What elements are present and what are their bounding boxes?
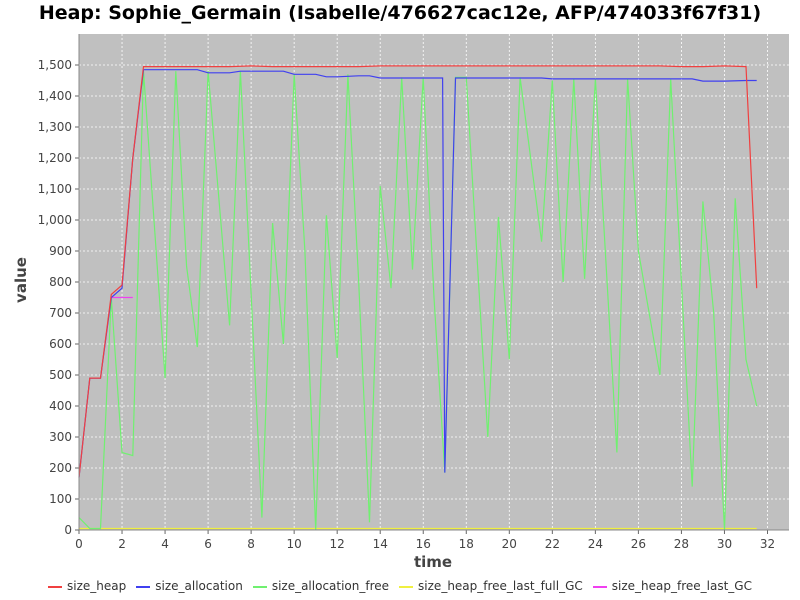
x-tick-label: 8 [247,537,255,551]
y-tick-label: 1,200 [38,151,72,165]
legend-swatch [136,585,151,588]
y-tick-label: 1,100 [38,182,72,196]
y-tick-label: 600 [49,337,72,351]
y-tick-label: 1,500 [38,58,72,72]
x-tick-label: 14 [373,537,388,551]
y-tick-label: 300 [49,430,72,444]
y-tick-label: 400 [49,399,72,413]
y-tick-label: 700 [49,306,72,320]
legend-item: size_heap_free_last_full_GC [399,579,583,593]
y-tick-label: 500 [49,368,72,382]
chart-title: Heap: Sophie_Germain (Isabelle/476627cac… [38,2,762,24]
series-line-size_allocation_free [78,71,758,531]
y-axis-label: value [12,257,30,303]
series-line-size_allocation [78,69,757,478]
series-line-size_heap [78,65,758,478]
y-tick-label: 1,000 [38,213,72,227]
x-tick-label: 28 [674,537,689,551]
legend-swatch [252,585,267,588]
legend: size_heap size_allocation size_allocation_… [0,579,800,593]
x-tick-label: 12 [330,537,345,551]
legend-item: size_allocation [136,579,243,593]
x-axis-label: time [414,553,452,571]
y-tick-label: 1,400 [38,89,72,103]
y-tick-label: 800 [49,275,72,289]
x-tick-label: 30 [717,537,732,551]
x-tick-label: 4 [161,537,169,551]
x-tick-label: 0 [75,537,83,551]
y-tick-label: 100 [49,492,72,506]
y-tick-label: 900 [49,244,72,258]
legend-label: size_heap [67,579,127,593]
legend-label: size_heap_free_last_GC [611,579,752,593]
plot-area [79,34,789,530]
x-tick-label: 24 [588,537,603,551]
legend-item: size_allocation_free [252,579,390,593]
legend-label: size_allocation [155,579,243,593]
legend-label: size_heap_free_last_full_GC [418,579,583,593]
x-tick-label: 16 [416,537,431,551]
y-tick-label: 0 [64,523,72,537]
y-tick-label: 200 [49,461,72,475]
x-tick-label: 20 [502,537,517,551]
legend-swatch [592,585,607,588]
x-tick-label: 18 [459,537,474,551]
legend-item: size_heap_free_last_GC [592,579,752,593]
legend-swatch [48,585,62,588]
y-tick-label: 1,300 [38,120,72,134]
x-tick-label: 22 [545,537,560,551]
legend-swatch [399,585,414,588]
x-tick-label: 32 [760,537,775,551]
legend-label: size_allocation_free [271,579,390,593]
chart-plot: 0 2 4 6 8 10 12 14 16 18 20 22 24 26 28 30 3201002003004… [12,34,789,571]
x-tick-label: 2 [118,537,126,551]
x-tick-label: 26 [631,537,646,551]
x-tick-label: 6 [204,537,212,551]
x-tick-label: 10 [287,537,302,551]
legend-item: size_heap [48,579,126,593]
